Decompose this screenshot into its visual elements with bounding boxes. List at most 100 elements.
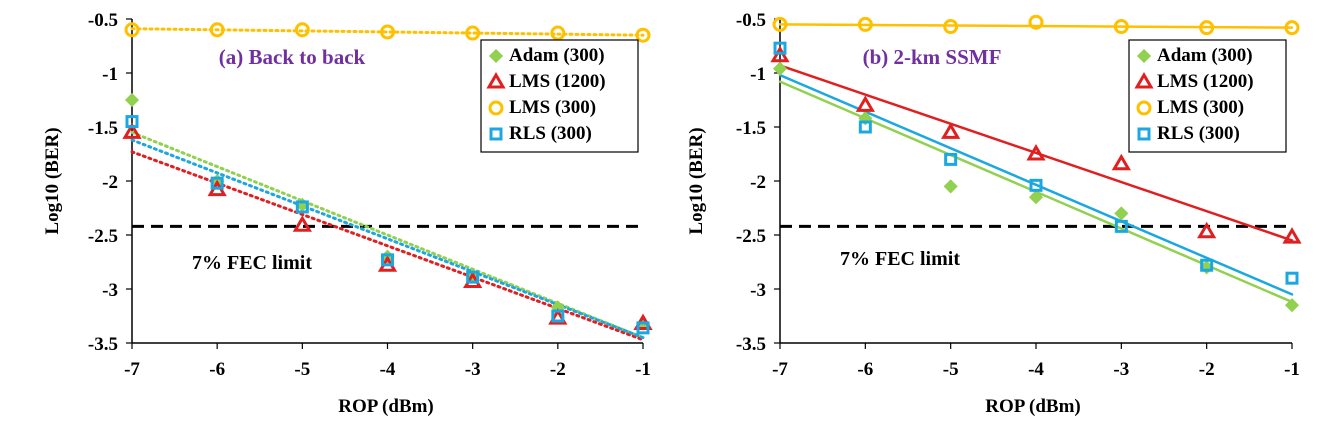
chart-a-point-lms-300 <box>294 22 310 38</box>
chart-b-fit-line-lms-1200 <box>778 64 1294 242</box>
chart-a-y-tick-label: -0.5 <box>88 10 118 31</box>
chart-a-legend-marker-adam-top <box>488 48 504 64</box>
chart-b-x-tick-label: -1 <box>1284 359 1300 380</box>
chart-a-fit-line-lms-300 <box>130 27 645 37</box>
chart-a-x-tick-label: -5 <box>294 359 310 380</box>
chart-a-point-lms-300 <box>380 24 395 40</box>
chart-b-legend-label-adam: Adam (300) <box>1157 45 1253 66</box>
chart-b-legend-box <box>1128 39 1287 153</box>
chart-a-point-lms-1200 <box>122 122 142 139</box>
chart-b-point-rls <box>944 152 958 166</box>
chart-b-x-tick-label: -6 <box>857 359 873 380</box>
chart-a-point-lms-300 <box>635 27 651 43</box>
chart-a-legend-marker-lms-1200-top <box>486 72 506 89</box>
chart-a-y-tick-label: -3 <box>102 280 118 301</box>
chart-a-title: (a) Back to back <box>219 45 366 69</box>
chart-b: (b) 2-km SSMF ROP (dBm) Log10 (BER) 7% F… <box>686 10 1302 417</box>
chart-b-point-rls <box>858 120 872 134</box>
chart-a-point-lms-300 <box>550 25 566 41</box>
chart-b-legend-marker-lms-1200-top <box>1134 72 1154 89</box>
chart-b-x-tick-label: -3 <box>1113 359 1129 380</box>
chart-b-point-rls <box>1285 271 1299 285</box>
chart-a-x-axis-title: ROP (dBm) <box>338 396 434 417</box>
chart-a-legend-marker-lms-300-top <box>488 100 504 116</box>
chart-a-legend-label-rls: RLS (300) <box>509 123 592 144</box>
chart-a-fit-line-adam <box>130 130 645 340</box>
chart-b-y-tick-label: -3.5 <box>736 334 766 355</box>
chart-b-point-lms-300 <box>1199 20 1215 36</box>
chart-a-point-lms-300 <box>465 25 481 41</box>
chart-b-point-lms-1200 <box>941 122 961 139</box>
chart-a-point-lms-300 <box>124 22 140 38</box>
chart-a-point-rls <box>210 176 224 190</box>
chart-b-y-tick-label: -1 <box>750 64 766 85</box>
chart-a-point-lms-1200 <box>292 215 312 232</box>
chart-b-point-rls <box>773 41 787 55</box>
chart-a-point-rls <box>636 321 650 335</box>
chart-b-legend: Adam (300) LMS (1200) LMS (300) RLS (300… <box>1128 39 1287 153</box>
chart-b-point-lms-300 <box>857 16 873 32</box>
chart-a-point-lms-300 <box>209 22 225 38</box>
chart-b-point-lms-1200 <box>1197 221 1217 239</box>
chart-a-legend-label-adam: Adam (300) <box>509 45 605 66</box>
chart-b-x-tick-label: -4 <box>1028 359 1044 380</box>
chart-a-fec-label: 7% FEC limit <box>192 252 312 274</box>
chart-a-y-tick-label: -1.5 <box>88 118 118 139</box>
chart-a-legend: Adam (300) LMS (1200) LMS (300) RLS (300… <box>480 39 639 153</box>
chart-b-x-tick-label: -2 <box>1199 359 1215 380</box>
chart-b-point-lms-1200 <box>855 95 875 112</box>
chart-b-x-tick-label: -7 <box>772 359 788 380</box>
chart-b-y-tick-label: -0.5 <box>736 10 766 31</box>
chart-a-point-rls <box>551 309 565 323</box>
chart-a-x-tick-label: -4 <box>380 359 396 380</box>
chart-b-point-adam <box>1114 206 1129 221</box>
chart-b-y-tick-label: -1.5 <box>736 118 766 139</box>
chart-a-legend-label-lms-1200: LMS (1200) <box>509 71 606 92</box>
chart-b-title: (b) 2-km SSMF <box>863 45 1002 69</box>
chart-b-point-lms-300 <box>943 19 959 35</box>
chart-a-point-rls <box>125 115 139 129</box>
chart-b-x-tick-label: -5 <box>943 359 959 380</box>
chart-a-y-tick-label: -3.5 <box>88 334 118 355</box>
chart-b-point-adam <box>1028 190 1044 205</box>
chart-b-legend-label-lms-300: LMS (300) <box>1157 97 1244 118</box>
chart-b-y-tick-label: -3 <box>750 280 766 301</box>
chart-a-fit-line-lms-1200 <box>130 150 645 342</box>
chart-b-point-lms-1200 <box>1026 144 1046 161</box>
chart-b-legend-marker-lms-300-top <box>1136 100 1152 116</box>
chart-a-x-tick-label: -1 <box>635 359 651 380</box>
chart-b-y-tick-label: -2 <box>750 172 766 193</box>
chart-a-y-tick-label: -1 <box>102 64 118 85</box>
chart-a-y-tick-label: -2 <box>102 172 118 193</box>
chart-b-point-lms-300 <box>1113 19 1129 35</box>
chart-a-x-tick-label: -7 <box>124 359 140 380</box>
chart-b-fec-label: 7% FEC limit <box>840 248 960 270</box>
chart-b-point-adam <box>772 61 788 76</box>
chart-b-point-lms-1200 <box>1282 227 1302 244</box>
chart-a-point-rls <box>381 253 394 267</box>
chart-b-x-axis-title: ROP (dBm) <box>985 396 1081 417</box>
chart-a-y-tick-label: -2.5 <box>88 226 118 247</box>
chart-a-point-rls <box>295 200 309 214</box>
chart-b-point-lms-300 <box>1284 20 1300 36</box>
chart-b-legend-marker-rls-top <box>1137 127 1151 141</box>
chart-b-y-axis-title: Log10 (BER) <box>686 127 707 234</box>
chart-a-legend-label-lms-300: LMS (300) <box>509 97 596 118</box>
chart-b-point-lms-300 <box>772 16 788 32</box>
chart-b-legend-label-lms-1200: LMS (1200) <box>1157 71 1254 92</box>
chart-a-x-tick-label: -2 <box>550 359 566 380</box>
chart-b-legend-label-rls: RLS (300) <box>1157 123 1240 144</box>
chart-a-point-rls <box>466 270 480 284</box>
chart-a-legend-box <box>480 39 639 153</box>
chart-a-x-tick-label: -3 <box>465 359 481 380</box>
chart-b-point-lms-1200 <box>1111 153 1131 171</box>
chart-b-legend-marker-adam-top <box>1136 48 1152 64</box>
chart-b-fit-line-lms-300 <box>778 23 1294 29</box>
chart-a: (a) Back to back ROP (dBm) Log10 (BER) 7… <box>42 10 653 417</box>
chart-b-point-rls <box>1114 219 1128 233</box>
chart-a-x-tick-label: -6 <box>209 359 225 380</box>
chart-b-point-adam <box>943 179 958 194</box>
chart-a-legend-marker-rls-top <box>489 127 503 141</box>
